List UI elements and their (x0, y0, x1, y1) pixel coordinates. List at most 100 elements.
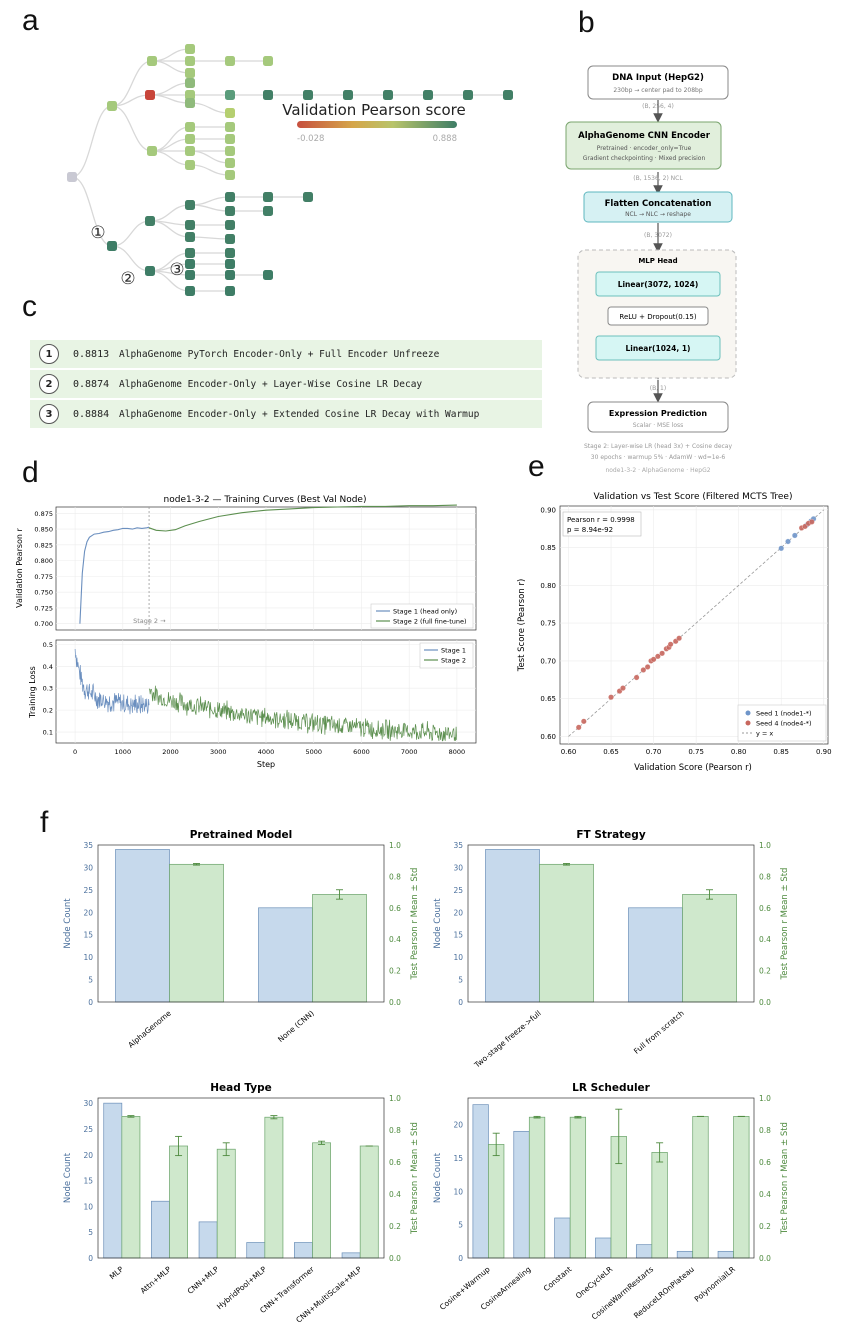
legend-swatch (745, 720, 751, 726)
mean-bar (312, 894, 367, 1003)
tree-node (145, 266, 155, 276)
count-bar (554, 1217, 571, 1259)
x-tick-label: 2000 (162, 748, 179, 756)
tree-node (185, 56, 195, 66)
encoder-sub2: Gradient checkpointing · Mixed precision (583, 155, 706, 162)
row-description: AlphaGenome Encoder-Only + Layer-Wise Co… (119, 378, 423, 390)
seed4-point (620, 685, 626, 691)
tree-node (185, 286, 195, 296)
legend-loss-stage2: Stage 2 (441, 657, 466, 665)
y2-axis-label: Test Pearson r Mean ± Std (780, 1122, 790, 1235)
y2-tick-label: 0.6 (759, 1158, 771, 1167)
d-bottom-legend (419, 642, 474, 669)
y-tick-label: 30 (83, 1099, 93, 1108)
row-score: 0.8884 (73, 408, 110, 420)
tree-node (225, 170, 235, 180)
tree-node (185, 90, 195, 100)
tree-edges (71, 48, 508, 292)
stage1-loss-line (74, 648, 150, 715)
tree-node (225, 248, 235, 258)
tree-node (185, 220, 195, 230)
count-bar (595, 1237, 612, 1259)
tree-node (225, 206, 235, 216)
colorbar-min: -0.028 (297, 134, 324, 144)
tree-node (225, 259, 235, 269)
tree-node (225, 122, 235, 132)
legend-swatch (745, 710, 751, 716)
tree-node (145, 216, 155, 226)
tree-edge (71, 176, 113, 247)
seed4-point (575, 724, 582, 731)
count-bar (485, 849, 540, 1003)
mean-bar (121, 1116, 141, 1259)
bar-chart-f2: FT Strategy 0 5 10 15 20 25 30 35 0.0 0.2 0.4 0.6 0.8… (433, 829, 790, 1070)
table-row: 2 0.8874 AlphaGenome Encoder-Only + Laye… (30, 370, 542, 400)
training-curves: node1-3-2 — Training Curves (Best Val No… (15, 495, 477, 769)
x-tick-label: 0.65 (603, 748, 619, 756)
y2-tick-label: 1.0 (389, 841, 401, 850)
tree-edge (189, 204, 231, 212)
y2-tick-label: 0.2 (759, 967, 771, 976)
p-value: p = 8.94e-92 (567, 526, 613, 534)
y-tick-label: 25 (453, 886, 463, 895)
encoder-sub1: Pretrained · encoder_only=True (597, 145, 692, 152)
tree-node (185, 78, 195, 88)
tree-node (185, 44, 195, 54)
y-tick-label: 15 (83, 1177, 93, 1186)
tree-edge (189, 102, 231, 114)
mean-bar (733, 1116, 750, 1259)
y-tick-label: 10 (453, 953, 463, 962)
row-score: 0.8874 (73, 378, 110, 390)
y-tick-label: 0.65 (540, 695, 556, 703)
y-tick-label: 0.70 (540, 657, 556, 665)
y-tick-label: 20 (453, 1121, 463, 1130)
output-box (587, 401, 729, 433)
x-tick-label: 0.90 (816, 748, 832, 756)
y-tick-label: 0.1 (43, 729, 53, 737)
y-tick-label: 0.60 (540, 733, 556, 741)
seed4-point (580, 718, 587, 725)
tree-node (185, 270, 195, 280)
y2-axis-label: Test Pearson r Mean ± Std (410, 868, 420, 981)
tree-edge (151, 60, 191, 74)
best-nodes-table: 1 0.8813 AlphaGenome PyTorch Encoder-Onl… (30, 340, 542, 430)
tree-node (225, 90, 235, 100)
y2-tick-label: 0.8 (389, 872, 401, 881)
y-tick-label: 35 (83, 841, 93, 850)
y-tick-label: 30 (453, 863, 463, 872)
tree-legend-title: Validation Pearson score (282, 101, 466, 119)
legend-identity: y = x (756, 730, 773, 738)
legend-stage1: Stage 1 (head only) (393, 608, 457, 616)
y2-tick-label: 0.0 (389, 1254, 401, 1263)
tree-node (263, 56, 273, 66)
tree-edge (189, 196, 231, 206)
y-axis-label: Node Count (433, 898, 443, 949)
output-title: Expression Prediction (609, 409, 707, 418)
d-bottom-yticks: 0.1 0.2 0.3 0.4 0.5 (43, 641, 53, 737)
chart-frame (467, 1097, 755, 1259)
tree-node (185, 68, 195, 78)
count-bar (341, 1252, 361, 1259)
seed4-point (676, 635, 682, 642)
mean-bar (169, 863, 224, 1003)
tree-node (225, 134, 235, 144)
mean-bar (528, 1116, 546, 1259)
d-top-yticks: 0.700 0.725 0.750 0.775 0.800 0.825 0.850 0.875 (34, 510, 53, 628)
shape-label-4: (B, 1) (650, 385, 666, 392)
legend-seed1: Seed 1 (node1-*) (756, 710, 812, 718)
row-number: 3 (39, 404, 59, 424)
count-bar (676, 1250, 694, 1259)
x-tick-label: 4000 (258, 748, 275, 756)
seed4-point (659, 650, 665, 657)
x-tick-label: 0.75 (688, 748, 704, 756)
e-title: Validation vs Test Score (Filtered MCTS … (594, 492, 793, 502)
footer-line-2: 30 epochs · warmup 5% · AdamW · wd=1e-6 (591, 454, 726, 461)
encoder-title: AlphaGenome CNN Encoder (578, 131, 711, 141)
seed1-point (778, 545, 785, 552)
tree-node (503, 90, 513, 100)
chart-title: LR Scheduler (572, 1082, 651, 1094)
count-bar (294, 1242, 313, 1259)
tree-node (225, 146, 235, 156)
tree-node (147, 146, 157, 156)
x-tick-label: 0.70 (646, 748, 662, 756)
